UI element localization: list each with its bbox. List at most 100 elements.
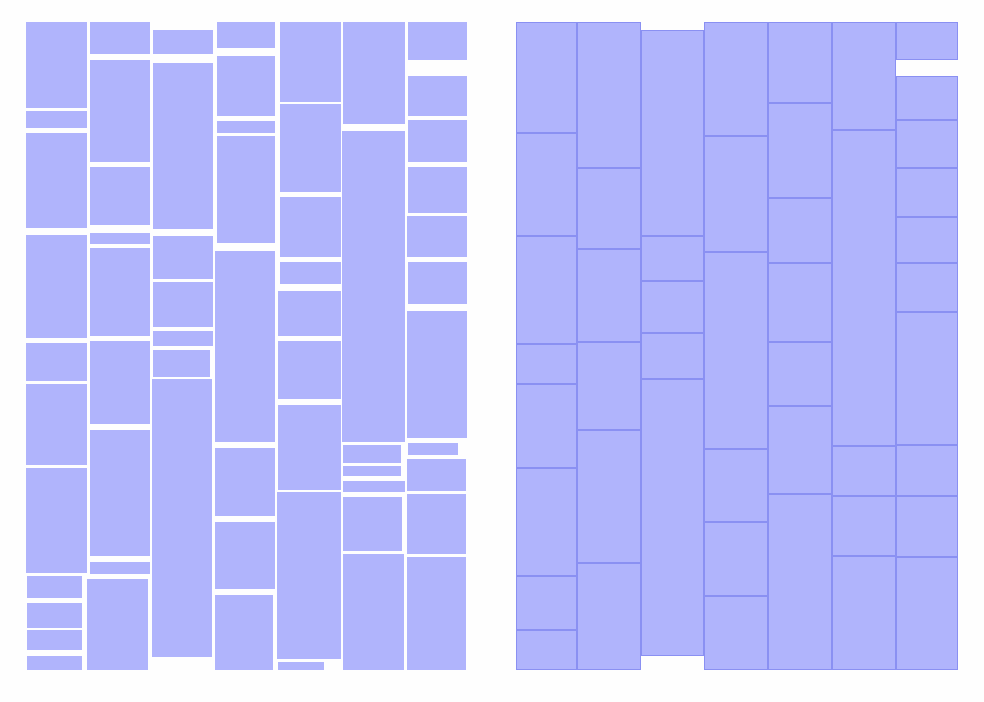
tile	[153, 63, 213, 229]
tile	[832, 556, 896, 670]
tile	[90, 562, 150, 574]
tile	[280, 262, 341, 284]
tile	[27, 576, 82, 598]
tile	[641, 281, 704, 333]
tile	[516, 576, 577, 630]
tile	[407, 459, 466, 491]
tile	[896, 496, 958, 557]
tile	[577, 342, 641, 430]
tile	[217, 136, 275, 243]
tile	[408, 76, 467, 116]
tile	[577, 168, 641, 249]
tile	[704, 522, 768, 596]
tile	[704, 449, 768, 522]
tile	[27, 603, 82, 628]
tile	[704, 252, 768, 449]
tile	[896, 168, 958, 217]
tile	[704, 22, 768, 136]
tile	[408, 262, 467, 304]
tile	[408, 22, 467, 60]
tile	[768, 342, 832, 406]
tile	[896, 557, 958, 670]
tile	[516, 384, 577, 468]
tile	[217, 121, 275, 133]
tile	[215, 448, 275, 516]
tile	[641, 379, 704, 656]
tile	[342, 131, 405, 442]
tile	[577, 249, 641, 342]
tile	[90, 430, 150, 556]
tile	[215, 522, 275, 589]
tile	[27, 656, 82, 670]
tile	[704, 136, 768, 252]
tile	[408, 167, 467, 213]
tile	[278, 405, 341, 490]
tile	[768, 22, 832, 103]
tile	[153, 282, 213, 327]
tile	[26, 343, 87, 381]
tile	[896, 120, 958, 168]
tile	[90, 341, 150, 424]
tile	[896, 445, 958, 496]
tile	[516, 22, 577, 133]
left-panel-spaced-tiles	[26, 22, 467, 670]
tile	[217, 56, 275, 116]
tile	[277, 492, 341, 659]
tile	[407, 311, 467, 438]
tile	[343, 497, 402, 551]
tile	[832, 496, 896, 556]
tile	[90, 22, 150, 54]
tile	[641, 236, 704, 281]
tile	[278, 341, 341, 399]
tile	[768, 406, 832, 494]
tile	[90, 248, 150, 336]
tile	[704, 596, 768, 670]
tile	[516, 630, 577, 670]
tile	[768, 494, 832, 670]
tile	[896, 76, 958, 120]
tile	[26, 22, 87, 108]
tile	[408, 120, 467, 162]
right-panel-packed-tiles	[492, 0, 984, 702]
tile	[26, 468, 87, 573]
tile	[407, 557, 466, 670]
tile	[407, 494, 466, 554]
tile	[343, 22, 405, 124]
tile	[896, 22, 958, 60]
tile	[768, 263, 832, 342]
tile	[90, 167, 150, 225]
tile	[641, 30, 704, 236]
tile	[516, 133, 577, 236]
tile	[153, 30, 213, 54]
tile	[87, 579, 148, 670]
tile	[280, 197, 341, 257]
tile	[408, 443, 458, 455]
tile	[516, 236, 577, 344]
tile	[896, 263, 958, 312]
tile	[215, 251, 275, 442]
tile	[27, 630, 82, 650]
tile	[152, 379, 212, 657]
tile	[343, 466, 401, 476]
tile	[516, 468, 577, 576]
tile	[153, 331, 213, 346]
tile	[90, 60, 150, 162]
tile	[26, 384, 87, 465]
tile	[832, 130, 896, 446]
tile	[280, 104, 341, 192]
tile	[577, 430, 641, 563]
tile	[278, 662, 324, 670]
tile	[896, 312, 958, 445]
tile	[217, 22, 275, 48]
tile	[343, 445, 401, 463]
tile	[26, 133, 87, 228]
tile	[26, 111, 87, 128]
tile	[641, 333, 704, 379]
tile	[215, 595, 273, 670]
tile	[768, 103, 832, 198]
tile	[280, 22, 341, 102]
tile	[26, 235, 87, 338]
tile	[832, 22, 896, 130]
tile	[768, 198, 832, 263]
tile	[278, 291, 341, 336]
